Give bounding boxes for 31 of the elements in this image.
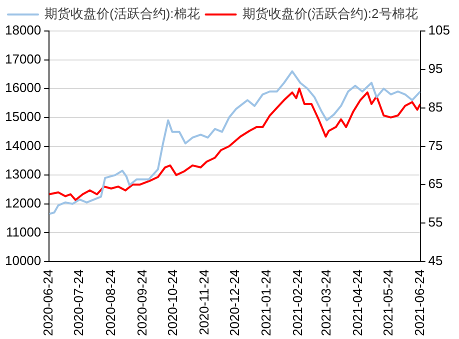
y2-tick-label: 75 [428, 138, 443, 153]
y-tick-label: 17000 [4, 51, 42, 66]
x-tick-label: 2020-12-24 [226, 270, 242, 336]
x-tick-label: 2020-10-24 [164, 270, 180, 336]
x-tick-label: 2021-02-24 [290, 270, 305, 336]
y2-tick-label: 105 [428, 22, 450, 38]
y-tick-label: 11000 [6, 224, 42, 240]
y-tick-label: 12000 [4, 195, 42, 210]
x-tick-label: 2020-09-24 [134, 270, 150, 336]
x-tick-label: 2020-06-24 [40, 270, 56, 336]
y2-tick-label: 85 [428, 99, 443, 114]
y2-tick-label: 45 [428, 253, 443, 268]
x-tick-label: 2021-01-24 [258, 270, 274, 336]
x-tick-label: 2021-03-24 [318, 270, 334, 336]
y-tick-label: 15000 [4, 109, 42, 124]
x-tick-label: 2021-04-24 [350, 270, 365, 336]
y-tick-label: 10000 [4, 253, 42, 268]
x-tick-label: 2020-07-24 [71, 270, 86, 336]
legend-label: 期货收盘价(活跃合约):2号棉花 [242, 6, 418, 22]
y-tick-label: 18000 [4, 22, 42, 38]
x-tick-label: 2021-06-24 [412, 270, 427, 336]
y2-tick-label: 95 [428, 60, 443, 76]
y-tick-label: 14000 [4, 138, 42, 153]
x-tick-label: 2020-11-24 [196, 270, 212, 336]
y-tick-label: 16000 [4, 80, 42, 96]
x-tick-label: 2021-05-24 [380, 270, 396, 336]
x-tick-label: 2020-08-24 [102, 270, 118, 336]
legend-label: 期货收盘价(活跃合约):棉花 [44, 6, 200, 22]
y2-tick-label: 55 [428, 214, 443, 230]
y2-tick-label: 65 [428, 176, 443, 192]
y-tick-label: 13000 [4, 166, 42, 182]
